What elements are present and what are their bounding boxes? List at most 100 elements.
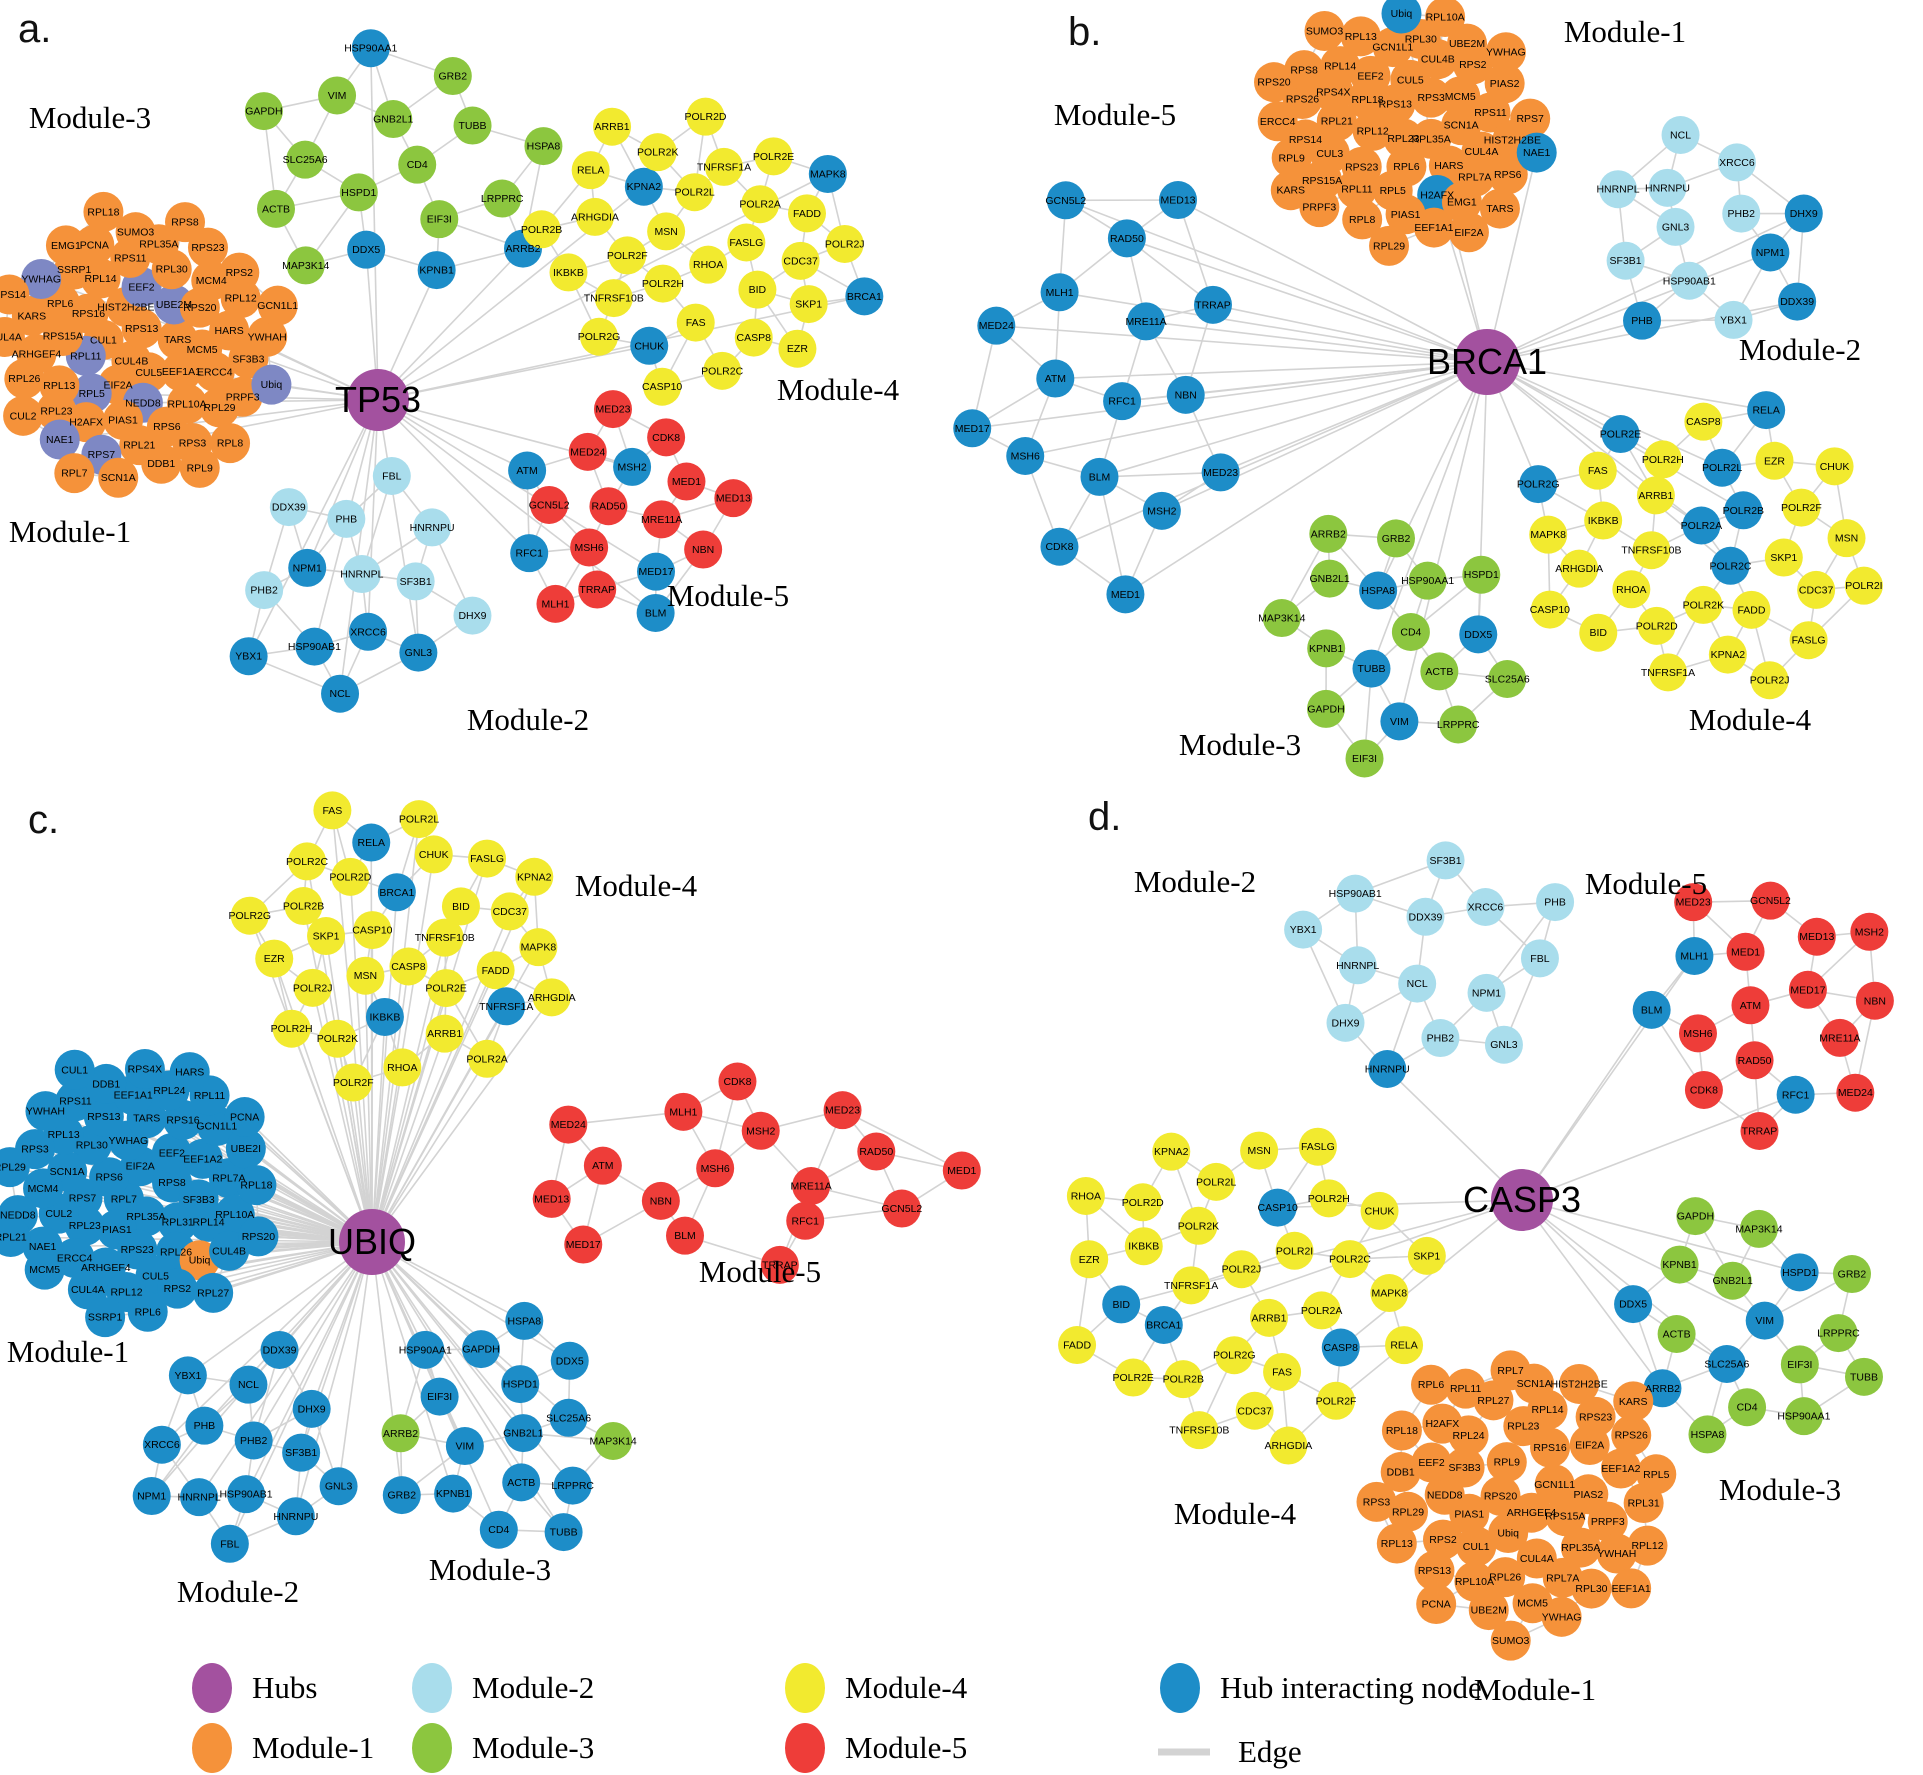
node-POLR2H[interactable] — [1309, 1179, 1348, 1218]
node-CASP10[interactable] — [643, 367, 682, 406]
node-YWHAH[interactable] — [25, 1091, 66, 1132]
node-HSP90AB1[interactable] — [1336, 874, 1375, 913]
node-KPNB1[interactable] — [1660, 1245, 1699, 1284]
node-RPL9[interactable] — [1486, 1442, 1527, 1483]
node-GAPDH[interactable] — [1306, 689, 1345, 728]
node-RELA[interactable] — [352, 823, 391, 862]
node-HIST2H2BE[interactable] — [1559, 1363, 1600, 1404]
node-CUL5[interactable] — [128, 352, 169, 393]
node-ARHGDIA[interactable] — [532, 978, 571, 1017]
node-PHB[interactable] — [1623, 301, 1662, 340]
node-MSH6[interactable] — [1678, 1014, 1717, 1053]
node-SLC25A6[interactable] — [1707, 1345, 1746, 1384]
node-MED17[interactable] — [637, 552, 676, 591]
node-CHUK[interactable] — [630, 326, 669, 365]
node-RPS3[interactable] — [1356, 1481, 1397, 1522]
node-ERCC4[interactable] — [194, 351, 235, 392]
node-HNRNPL[interactable] — [180, 1478, 219, 1517]
node-POLR2J[interactable] — [1222, 1250, 1261, 1289]
node-CUL5[interactable] — [1390, 59, 1431, 100]
node-BRCA1[interactable] — [1144, 1305, 1183, 1344]
node-TUBB[interactable] — [453, 106, 492, 145]
node-SSRP1[interactable] — [85, 1297, 126, 1338]
node-Ubiq[interactable] — [251, 364, 292, 405]
node-RPS20[interactable] — [1480, 1475, 1521, 1516]
node-KPNB1[interactable] — [1307, 629, 1346, 668]
node-NBN[interactable] — [1166, 375, 1205, 414]
node-HSP90AA1[interactable] — [351, 29, 390, 68]
node-PHB[interactable] — [1536, 883, 1575, 922]
node-MED17[interactable] — [1788, 970, 1827, 1009]
node-KPNB1[interactable] — [417, 251, 456, 290]
node-EIF3I[interactable] — [1345, 739, 1384, 778]
node-KPNA2[interactable] — [515, 857, 554, 896]
node-POLR2J[interactable] — [293, 968, 332, 1007]
node-GRB2[interactable] — [1376, 519, 1415, 558]
node-SKP1[interactable] — [1764, 538, 1803, 577]
node-MED24[interactable] — [977, 306, 1016, 345]
node-MED1[interactable] — [667, 462, 706, 501]
node-YWHAG[interactable] — [1541, 1596, 1582, 1637]
node-RPL18[interactable] — [1381, 1410, 1422, 1451]
node-CDC37[interactable] — [490, 892, 529, 931]
node-ARRB2[interactable] — [381, 1414, 420, 1453]
node-POLR2I[interactable] — [1275, 1231, 1314, 1270]
node-GRB2[interactable] — [382, 1476, 421, 1515]
node-VIM[interactable] — [445, 1427, 484, 1466]
node-ERCC4[interactable] — [54, 1237, 95, 1278]
node-EIF3I[interactable] — [420, 200, 459, 239]
node-POLR2E[interactable] — [427, 969, 466, 1008]
node-CDK8[interactable] — [1684, 1070, 1723, 1109]
node-GNB2L1[interactable] — [374, 100, 413, 139]
hub-node-BRCA1[interactable] — [1454, 329, 1520, 395]
node-RPL10A[interactable] — [1425, 0, 1466, 38]
node-ERCC4[interactable] — [1257, 101, 1298, 142]
node-TNFRSF10B[interactable] — [594, 279, 633, 318]
node-RPS7[interactable] — [1510, 98, 1551, 139]
node-BRCA1[interactable] — [377, 873, 416, 912]
node-RPS16[interactable] — [1530, 1427, 1571, 1468]
node-EEF2[interactable] — [151, 1133, 192, 1174]
node-KARS[interactable] — [1270, 170, 1311, 211]
node-YWHAH[interactable] — [247, 316, 288, 357]
node-POLR2J[interactable] — [825, 224, 864, 263]
node-GAPDH[interactable] — [1676, 1197, 1715, 1236]
node-FAS[interactable] — [1578, 451, 1617, 490]
node-YBX1[interactable] — [229, 637, 268, 676]
node-MED13[interactable] — [532, 1179, 571, 1218]
node-EZR[interactable] — [778, 329, 817, 368]
node-BRCA1[interactable] — [845, 277, 884, 316]
node-SF3B1[interactable] — [1426, 841, 1465, 880]
node-MED23[interactable] — [1674, 883, 1713, 922]
node-MSH2[interactable] — [1850, 912, 1889, 951]
node-HNRNPU[interactable] — [1648, 168, 1687, 207]
node-RPL29[interactable] — [1369, 225, 1410, 266]
node-POLR2C[interactable] — [1711, 546, 1750, 585]
node-GCN5L2[interactable] — [530, 485, 569, 524]
node-POLR2E[interactable] — [1601, 415, 1640, 454]
node-GNL3[interactable] — [1656, 207, 1695, 246]
node-MED23[interactable] — [823, 1091, 862, 1130]
node-IKBKB[interactable] — [365, 997, 404, 1036]
node-FASLG[interactable] — [1298, 1127, 1337, 1166]
node-FAS[interactable] — [1263, 1352, 1302, 1391]
node-ACTB[interactable] — [257, 189, 296, 228]
node-TNFRSF1A[interactable] — [704, 147, 743, 186]
node-GCN1L1[interactable] — [257, 285, 298, 326]
node-TUBB[interactable] — [1352, 649, 1391, 688]
node-RPS11[interactable] — [55, 1081, 96, 1122]
node-POLR2D[interactable] — [1123, 1183, 1162, 1222]
node-TRRAP[interactable] — [1193, 285, 1232, 324]
node-POLR2F[interactable] — [334, 1063, 373, 1102]
node-HSPD1[interactable] — [1462, 555, 1501, 594]
node-MAP3K14[interactable] — [1262, 599, 1301, 638]
node-FADD[interactable] — [787, 194, 826, 233]
node-YWHAG[interactable] — [21, 258, 62, 299]
node-HNRNPU[interactable] — [276, 1497, 315, 1536]
node-RPS2[interactable] — [1422, 1519, 1463, 1560]
node-RPL11[interactable] — [1445, 1368, 1486, 1409]
node-PCNA[interactable] — [1416, 1584, 1457, 1625]
node-RELA[interactable] — [571, 151, 610, 190]
node-LRPPRC[interactable] — [483, 179, 522, 218]
node-BLM[interactable] — [666, 1216, 705, 1255]
